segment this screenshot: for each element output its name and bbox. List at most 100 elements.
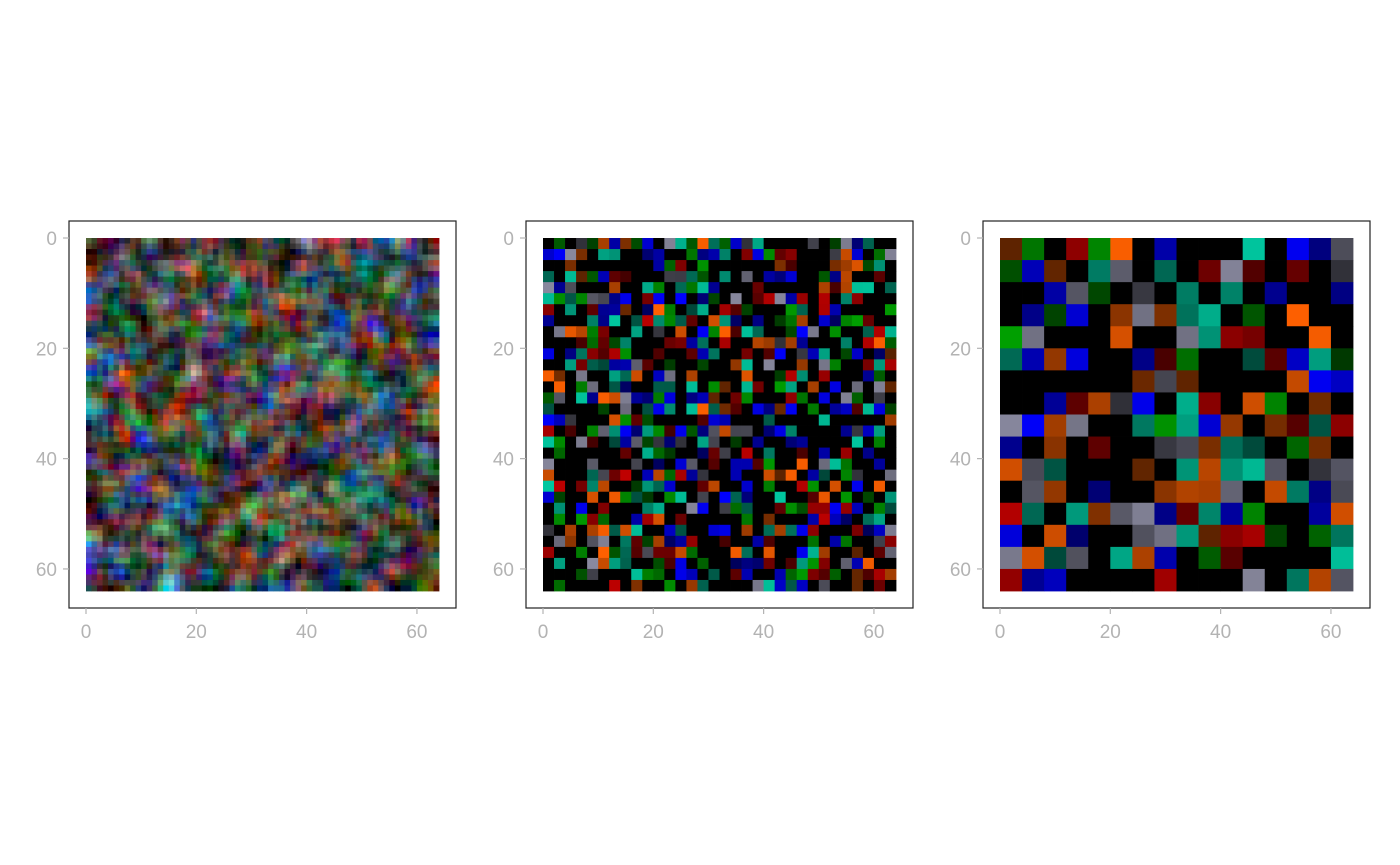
heatmap-cell bbox=[196, 557, 203, 564]
heatmap-cell bbox=[223, 408, 230, 415]
heatmap-cell bbox=[141, 563, 148, 570]
heatmap-cell bbox=[405, 293, 412, 300]
heatmap-cell bbox=[818, 458, 831, 471]
heatmap-cell bbox=[108, 535, 114, 542]
heatmap-cell bbox=[262, 557, 269, 564]
heatmap-cell bbox=[367, 579, 374, 586]
heatmap-cell bbox=[152, 453, 159, 460]
heatmap-cell bbox=[405, 386, 412, 393]
heatmap-cell bbox=[124, 414, 131, 421]
heatmap-cell bbox=[422, 579, 429, 586]
heatmap-cell bbox=[256, 447, 263, 454]
heatmap-cell bbox=[323, 530, 330, 537]
heatmap-cell bbox=[334, 475, 341, 482]
heatmap-cell bbox=[433, 282, 440, 289]
heatmap-cell bbox=[345, 442, 352, 448]
heatmap-cell bbox=[752, 326, 765, 338]
heatmap-cell bbox=[394, 397, 401, 404]
heatmap-cell bbox=[163, 480, 170, 487]
heatmap-cell bbox=[306, 480, 313, 487]
heatmap-cell bbox=[345, 276, 352, 283]
heatmap-cell bbox=[328, 436, 335, 443]
heatmap-cell bbox=[427, 574, 434, 581]
heatmap-cell bbox=[862, 458, 875, 471]
heatmap-cell bbox=[102, 392, 109, 399]
heatmap-cell bbox=[345, 431, 352, 437]
heatmap-cell bbox=[719, 403, 731, 415]
heatmap-cell bbox=[163, 353, 170, 360]
heatmap-cell bbox=[339, 381, 346, 388]
heatmap-cell bbox=[411, 359, 418, 366]
heatmap-cell bbox=[91, 342, 98, 349]
heatmap-cell bbox=[279, 331, 285, 338]
heatmap-cell bbox=[367, 447, 374, 454]
heatmap-cell bbox=[135, 353, 142, 360]
heatmap-cell bbox=[262, 375, 269, 382]
heatmap-cell bbox=[383, 513, 390, 520]
heatmap-cell bbox=[218, 337, 225, 344]
heatmap-cell bbox=[119, 552, 126, 559]
heatmap-cell bbox=[119, 408, 126, 415]
heatmap-cell bbox=[851, 260, 864, 272]
heatmap-cell bbox=[306, 254, 313, 261]
heatmap-cell bbox=[245, 414, 252, 421]
heatmap-cell bbox=[334, 331, 341, 338]
heatmap-cell bbox=[163, 579, 170, 586]
heatmap-cell bbox=[91, 557, 98, 564]
heatmap-cell bbox=[256, 238, 263, 244]
y-tick-label: 0 bbox=[46, 229, 57, 250]
heatmap-cell bbox=[339, 464, 346, 471]
heatmap-cell bbox=[394, 563, 401, 570]
heatmap-cell bbox=[279, 568, 285, 575]
heatmap-cell bbox=[240, 392, 247, 399]
heatmap-cell bbox=[334, 337, 341, 344]
heatmap-cell bbox=[168, 293, 175, 300]
heatmap-cell bbox=[394, 359, 401, 366]
heatmap-cell bbox=[295, 337, 302, 344]
heatmap-cell bbox=[218, 293, 225, 300]
heatmap-cell bbox=[201, 579, 208, 586]
heatmap-cell bbox=[372, 541, 379, 548]
heatmap-cell bbox=[620, 381, 632, 393]
heatmap-cell bbox=[251, 403, 258, 410]
heatmap-cell bbox=[240, 304, 247, 311]
heatmap-cell bbox=[102, 331, 109, 338]
heatmap-cell bbox=[345, 392, 352, 399]
heatmap-cell bbox=[664, 392, 676, 404]
heatmap-cell bbox=[163, 315, 170, 322]
heatmap-cell bbox=[295, 519, 302, 526]
heatmap-cell bbox=[268, 574, 274, 581]
heatmap-cell bbox=[124, 304, 131, 311]
heatmap-cell bbox=[229, 447, 236, 454]
heatmap-cell bbox=[345, 370, 352, 377]
heatmap-cell bbox=[279, 458, 285, 465]
heatmap-cell bbox=[394, 326, 401, 333]
heatmap-cell bbox=[201, 348, 208, 355]
heatmap-cell bbox=[411, 420, 418, 426]
heatmap-cell bbox=[317, 563, 324, 570]
heatmap-cell bbox=[124, 464, 131, 471]
heatmap-cell bbox=[350, 309, 357, 316]
heatmap-cell bbox=[279, 353, 285, 360]
heatmap-cell bbox=[113, 304, 120, 311]
heatmap-cell bbox=[774, 447, 787, 460]
heatmap-cell bbox=[256, 287, 263, 294]
heatmap-cell bbox=[86, 326, 92, 333]
heatmap-cell bbox=[185, 282, 192, 289]
heatmap-cell bbox=[86, 447, 92, 454]
heatmap-cell bbox=[229, 486, 236, 493]
heatmap-cell bbox=[130, 530, 137, 537]
heatmap-cell bbox=[383, 530, 390, 537]
heatmap-cell bbox=[262, 442, 269, 448]
heatmap-cell bbox=[367, 491, 374, 498]
heatmap-cell bbox=[201, 552, 208, 559]
heatmap-cell bbox=[290, 298, 296, 305]
heatmap-cell bbox=[416, 243, 423, 250]
heatmap-cell bbox=[174, 320, 181, 327]
heatmap-cell bbox=[234, 359, 241, 366]
heatmap-cell bbox=[179, 249, 186, 255]
heatmap-cell bbox=[201, 254, 208, 261]
heatmap-cell bbox=[179, 392, 186, 399]
heatmap-cell bbox=[185, 502, 192, 509]
heatmap-cell bbox=[664, 403, 676, 415]
